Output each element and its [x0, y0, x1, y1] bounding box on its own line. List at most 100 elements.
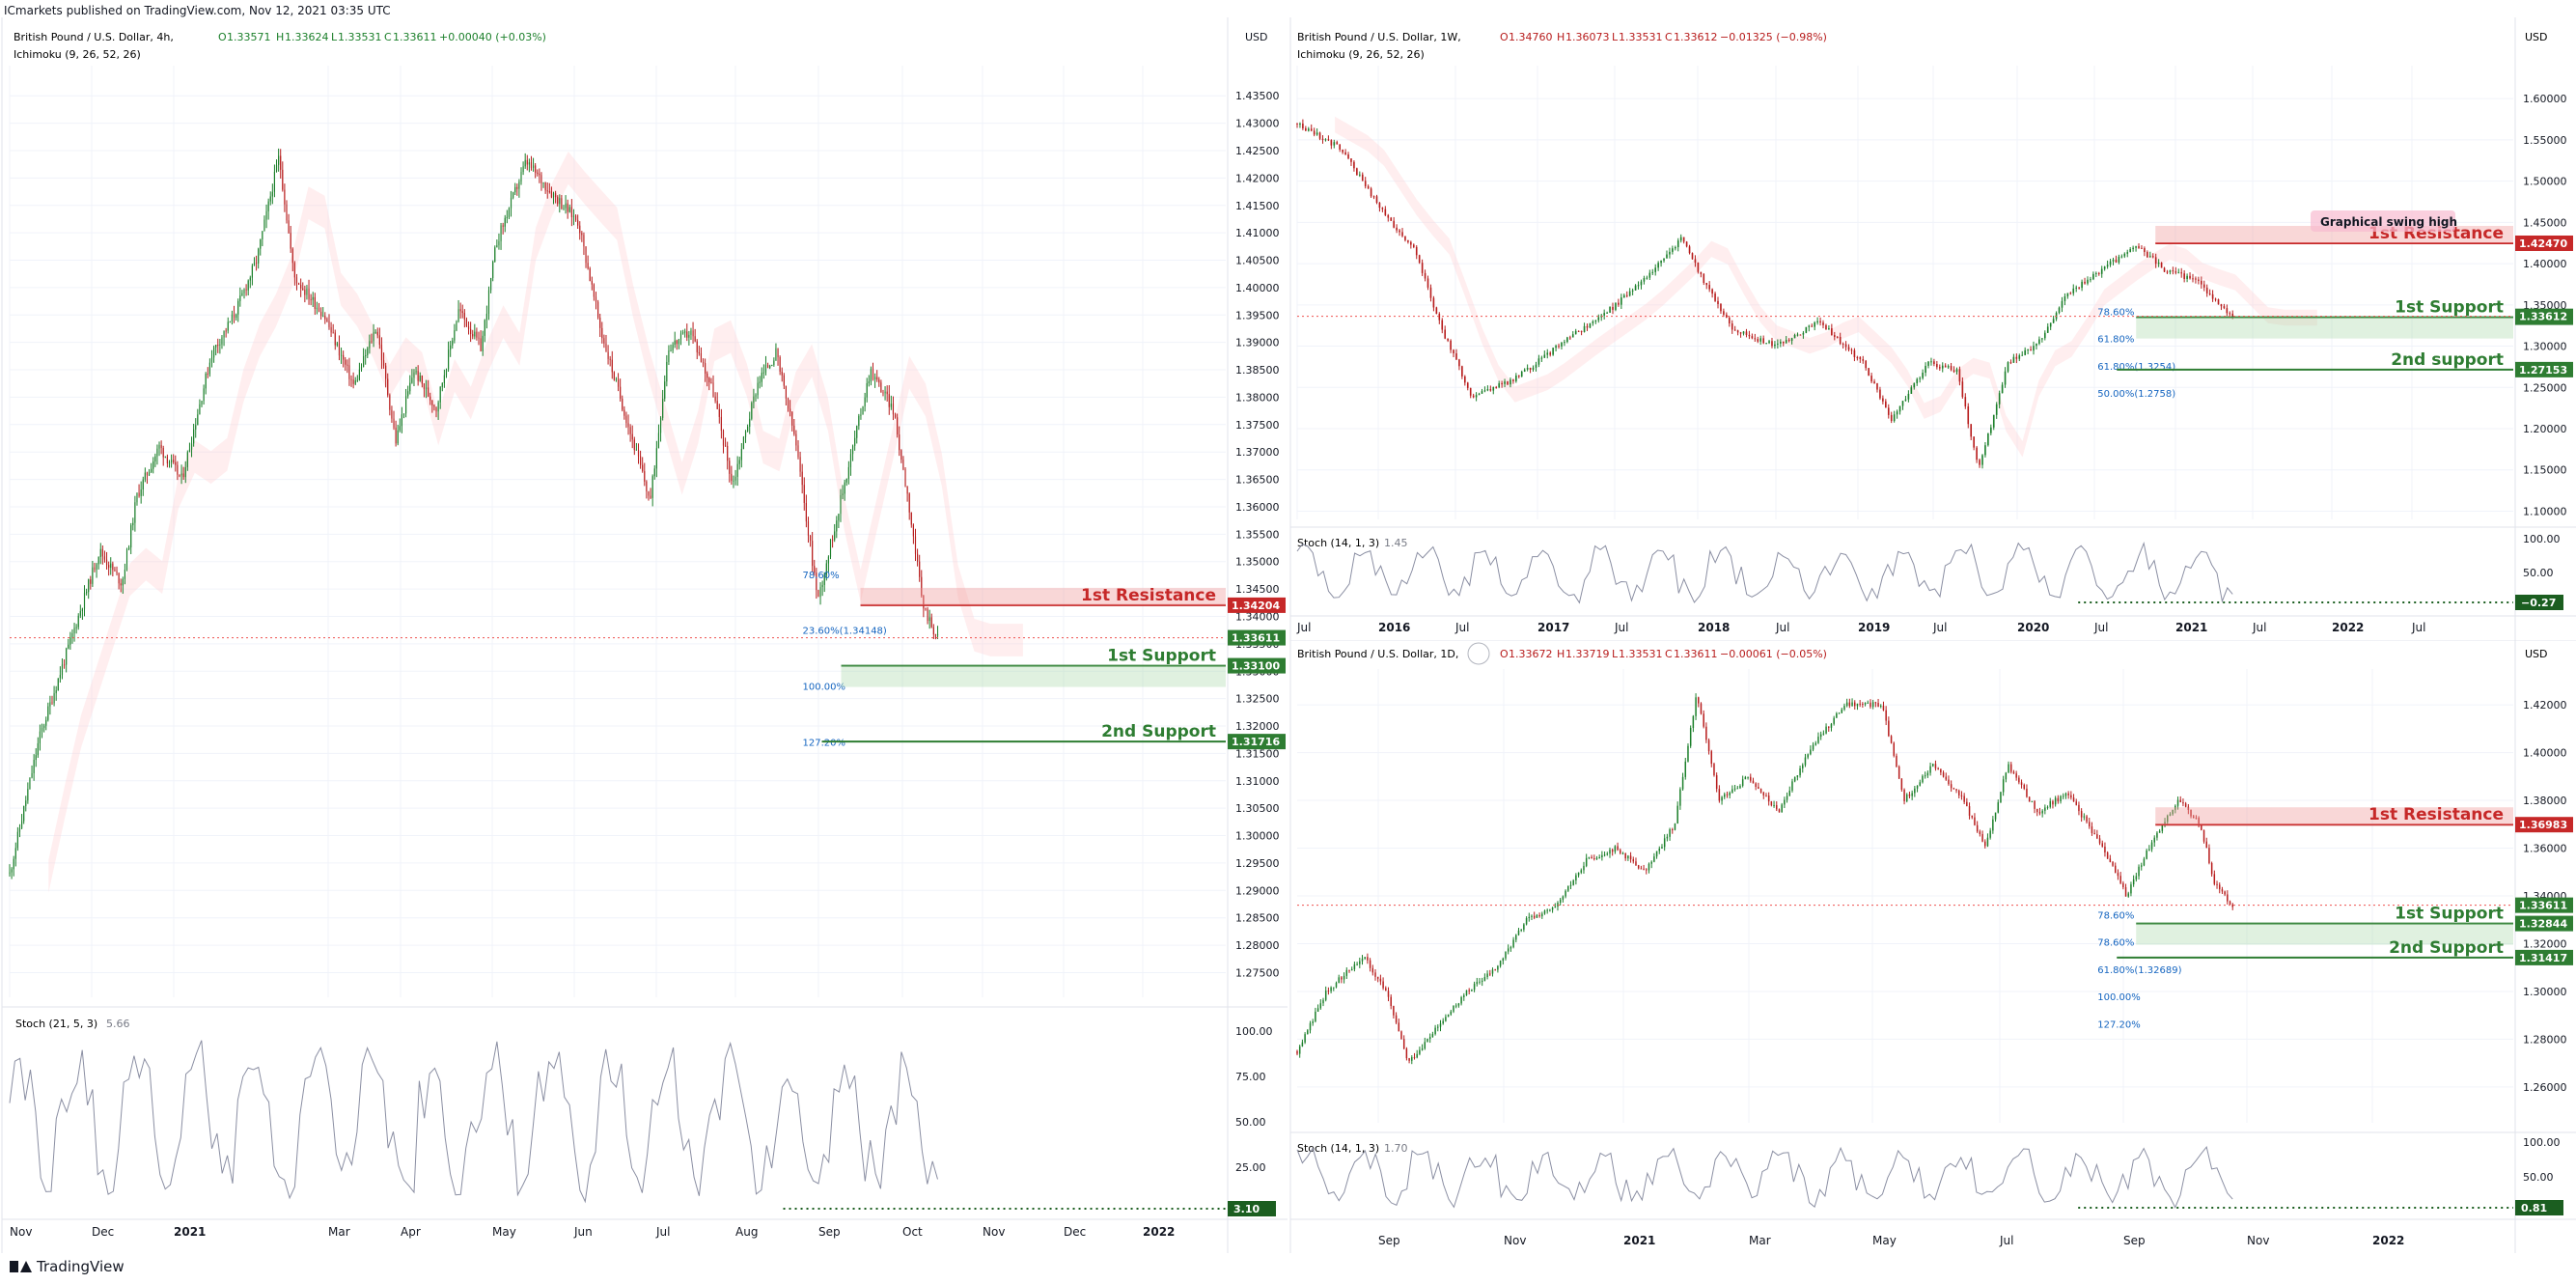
- y-tick-label: 1.32500: [1235, 693, 1280, 706]
- svg-text:1.33531: 1.33531: [1619, 648, 1663, 660]
- candle-body: [1543, 910, 1546, 914]
- chart-4h-gbpusd[interactable]: British Pound / U.S. Dollar, 4h, Ichimok…: [0, 17, 1289, 1253]
- candle-body: [2097, 272, 2100, 274]
- candle-body: [1796, 334, 1799, 336]
- candle-body: [1589, 322, 1592, 328]
- candle-body: [1381, 208, 1384, 209]
- support-label: 2nd support: [2391, 350, 2504, 370]
- x-tick-label: Jul: [1454, 621, 1469, 634]
- candle-body: [781, 371, 783, 376]
- x-tick-label: 2021: [174, 1225, 206, 1239]
- candle-body: [2036, 808, 2038, 813]
- candle-body: [622, 398, 623, 410]
- y-tick-label: 1.39500: [1235, 309, 1280, 321]
- candle-body: [1679, 789, 1681, 806]
- svg-text:Stoch (14, 1, 3): Stoch (14, 1, 3): [1297, 1142, 1379, 1155]
- candle-body: [1967, 405, 1970, 425]
- chart-daily-gbpusd[interactable]: British Pound / U.S. Dollar, 1D, O 1.3367…: [1289, 640, 2576, 1253]
- candle-body: [1799, 334, 1802, 336]
- candle-body: [1778, 809, 1781, 813]
- candle-body: [795, 433, 797, 446]
- candle-body: [2231, 313, 2234, 319]
- candle-body: [712, 382, 714, 397]
- candle-body: [1986, 837, 1989, 847]
- candle-body: [664, 381, 666, 399]
- candle-body: [1945, 776, 1947, 780]
- candle-body: [229, 321, 231, 323]
- candle-body: [1698, 697, 1700, 704]
- candle-body: [122, 578, 124, 586]
- candle-body: [587, 263, 589, 269]
- chart-weekly-gbpusd[interactable]: British Pound / U.S. Dollar, 1W, Ichimok…: [1289, 17, 2576, 640]
- x-tick-label: Jun: [573, 1225, 593, 1239]
- candle-body: [809, 535, 812, 542]
- candle-body: [1353, 161, 1355, 169]
- candle-body: [45, 719, 47, 726]
- candle-body: [1971, 815, 1973, 818]
- candle-body: [1426, 278, 1429, 288]
- candle-body: [1312, 1020, 1314, 1023]
- candle-body: [1313, 130, 1316, 135]
- y-tick-label: 1.55000: [2523, 134, 2567, 147]
- candle-body: [886, 391, 888, 395]
- candle-body: [405, 396, 407, 414]
- y-tick-label: 1.40000: [2523, 258, 2567, 270]
- candle-body: [253, 262, 256, 266]
- candle-body: [1669, 251, 1671, 255]
- svg-text:C: C: [1665, 648, 1673, 660]
- candle-body: [2130, 884, 2132, 894]
- candle-body: [1343, 975, 1345, 980]
- candle-body: [1305, 127, 1307, 131]
- level-price-value: 1.42470: [2519, 237, 2567, 250]
- candle-body: [1369, 960, 1371, 968]
- candle-body: [144, 472, 146, 480]
- candle-body: [288, 220, 290, 234]
- candle-body: [1663, 258, 1665, 261]
- candle-body: [2231, 904, 2233, 907]
- d1-ohlc: O 1.33672 H 1.33719 L 1.33531 C 1.33611 −0.0…: [1500, 648, 1827, 660]
- candle-body: [775, 348, 777, 361]
- candle-body: [1687, 745, 1689, 762]
- candle-body: [363, 356, 365, 368]
- candle-body: [1507, 381, 1509, 385]
- candle-body: [1552, 348, 1554, 355]
- y-tick-label: 1.40000: [2523, 747, 2567, 760]
- candle-body: [1758, 787, 1759, 790]
- level-price-value: 1.36983: [2519, 819, 2567, 831]
- candle-body: [2000, 792, 2002, 803]
- candle-body: [2122, 882, 2124, 887]
- d1-indicator-toggle-icon[interactable]: [1467, 642, 1490, 665]
- candle-body: [2028, 796, 2031, 802]
- candle-body: [1793, 334, 1796, 339]
- candle-body: [1374, 972, 1376, 977]
- candle-body: [205, 374, 207, 389]
- candle-body: [2192, 816, 2195, 819]
- candle-body: [448, 349, 450, 370]
- candle-body: [241, 293, 243, 296]
- y-tick-label: 1.31500: [1235, 747, 1280, 760]
- candle-body: [2049, 800, 2051, 807]
- candle-body: [2043, 332, 2046, 339]
- candle-body: [1914, 788, 1916, 794]
- candle-body: [864, 397, 866, 406]
- candle-body: [1460, 996, 1462, 1004]
- candle-body: [1624, 852, 1626, 859]
- candle-body: [2201, 824, 2202, 830]
- candle-body: [1822, 733, 1825, 735]
- candle-body: [757, 382, 759, 396]
- candle-body: [114, 570, 116, 572]
- tradingview-logo[interactable]: TradingView: [10, 1258, 125, 1275]
- x-tick-label: Nov: [1504, 1234, 1526, 1247]
- candle-body: [1418, 255, 1421, 264]
- candle-body: [627, 423, 629, 428]
- candle-body: [1874, 702, 1877, 704]
- x-tick-label: Nov: [2247, 1234, 2269, 1247]
- candle-body: [1307, 128, 1310, 131]
- candle-body: [1434, 1027, 1436, 1035]
- candle-body: [1830, 723, 1833, 728]
- candle-body: [1966, 801, 1968, 807]
- candle-body: [2177, 272, 2180, 274]
- x-tick-label: 2021: [2175, 621, 2207, 634]
- candle-body: [925, 608, 927, 610]
- candle-body: [923, 595, 925, 609]
